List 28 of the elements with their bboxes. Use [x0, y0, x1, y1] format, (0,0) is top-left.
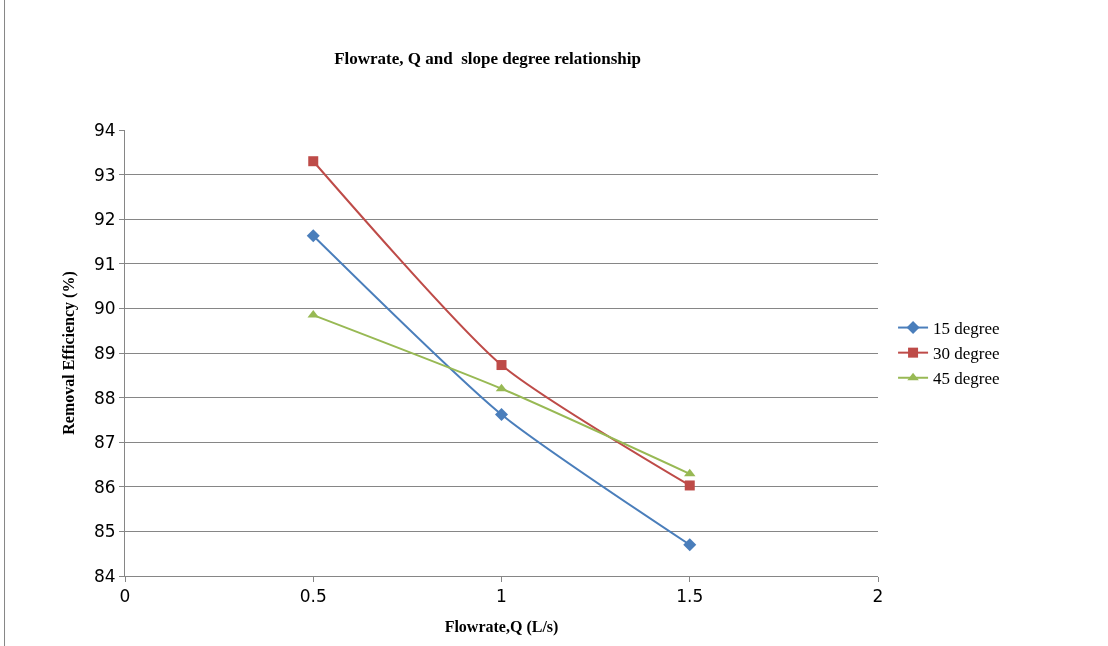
y-tick-label: 84 — [93, 565, 116, 586]
x-tick-label: 1.5 — [676, 586, 704, 607]
point — [306, 229, 320, 243]
point — [308, 156, 319, 167]
y-tick-label: 93 — [93, 164, 116, 185]
point — [496, 360, 507, 371]
y-tick-label: 90 — [93, 298, 116, 319]
y-tick-label: 88 — [93, 387, 116, 408]
chart-title: Flowrate, Q and slope degree relationship — [334, 48, 641, 68]
y-tick-label: 86 — [93, 476, 116, 497]
y-tick-label: 89 — [93, 342, 116, 363]
x-axis-title: Flowrate,Q (L/s) — [444, 618, 559, 637]
legend-label: 30 degree — [933, 344, 1000, 364]
x-tick-label: 2 — [872, 586, 884, 607]
y-tick-label: 85 — [93, 521, 116, 542]
y-axis-title: Removal Efficiency (%) — [59, 271, 78, 435]
y-tick-label: 91 — [93, 253, 116, 274]
y-tick-label: 92 — [93, 209, 116, 230]
x-tick-label: 0 — [119, 586, 131, 607]
legend-label: 15 degree — [933, 319, 1000, 339]
point — [495, 408, 508, 422]
point — [683, 538, 697, 552]
x-tick-label: 0.5 — [299, 586, 327, 607]
legend-label: 45 degree — [933, 369, 1000, 389]
x-tick-label: 1 — [496, 586, 507, 607]
y-tick-label: 94 — [93, 119, 116, 140]
point — [684, 480, 695, 491]
y-tick-label: 87 — [93, 432, 116, 453]
